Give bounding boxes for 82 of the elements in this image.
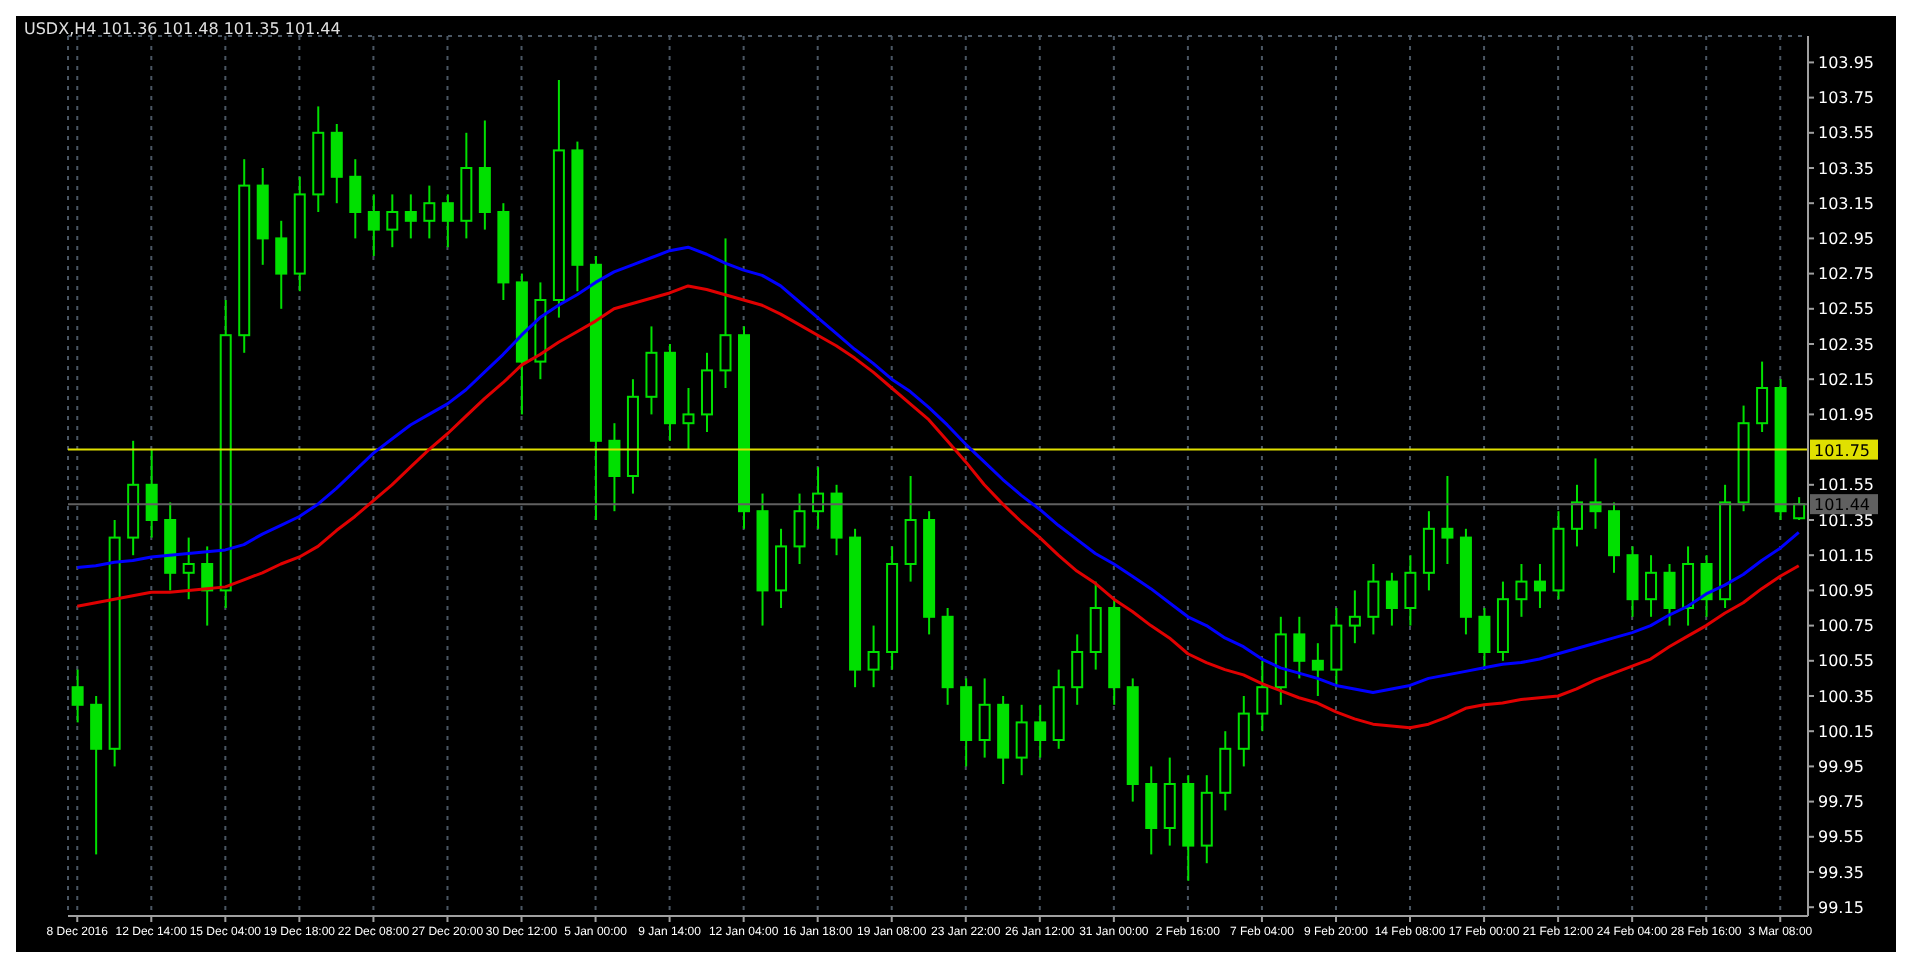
candlestick: [1663, 563, 1676, 627]
candlestick: [71, 668, 84, 724]
y-tick-label: 102.15: [1818, 370, 1874, 389]
candlestick: [423, 184, 436, 240]
candlestick: [1700, 554, 1713, 618]
candlestick: [1422, 510, 1435, 592]
candlestick: [404, 193, 417, 240]
candlestick: [1626, 545, 1639, 618]
y-tick-label: 99.15: [1818, 898, 1864, 917]
candlestick: [1256, 659, 1269, 733]
candlestick: [1311, 642, 1324, 697]
candlestick: [1367, 563, 1380, 636]
y-tick-label: 100.15: [1818, 722, 1874, 741]
candlestick: [1441, 475, 1454, 565]
y-tick-label: 102.75: [1818, 265, 1874, 284]
y-tick-label: 101.35: [1818, 511, 1874, 530]
y-tick-label: 103.75: [1818, 89, 1874, 108]
y-tick-label: 103.95: [1818, 54, 1874, 73]
y-tick-label: 100.75: [1818, 617, 1874, 636]
candlestick: [330, 123, 343, 205]
chart-title: USDX,H4 101.36 101.48 101.35 101.44: [24, 20, 341, 38]
candlestick: [719, 237, 732, 389]
line-series: [75, 284, 1801, 730]
candlestick: [367, 193, 380, 257]
y-tick-label: 100.35: [1818, 687, 1874, 706]
candlestick: [1533, 563, 1546, 609]
candlestick: [478, 119, 491, 231]
y-tick-label: 101.95: [1818, 406, 1874, 425]
line-series: [75, 245, 1801, 694]
candlestick: [386, 193, 399, 249]
y-tick-label: 102.35: [1818, 335, 1874, 354]
candlestick: [1034, 703, 1047, 759]
candlestick: [275, 219, 288, 310]
candlestick: [1219, 730, 1232, 812]
candlestick: [1145, 765, 1158, 856]
candlestick: [904, 475, 917, 583]
candlestick: [90, 695, 103, 856]
y-tick-label: 103.55: [1818, 124, 1874, 143]
candlestick: [1237, 695, 1250, 768]
y-tick-label: 102.55: [1818, 300, 1874, 319]
candlestick: [645, 325, 658, 416]
candlestick: [145, 448, 158, 539]
y-tick-label: 99.75: [1818, 793, 1864, 812]
candlestick: [1348, 589, 1361, 645]
candlestick: [1293, 615, 1306, 680]
candlestick: [182, 536, 195, 601]
y-tick-label: 101.15: [1818, 546, 1874, 565]
ref-line-label: 101.75: [1814, 441, 1870, 460]
y-tick-label: 100.55: [1818, 652, 1874, 671]
y-tick-label: 103.15: [1818, 194, 1874, 213]
candlestick: [1645, 554, 1658, 618]
candlestick: [682, 387, 695, 451]
candlestick: [1404, 554, 1417, 627]
candlestick: [1570, 483, 1583, 548]
candlestick: [867, 624, 880, 689]
candlestick: [441, 193, 454, 249]
y-tick-label: 100.95: [1818, 582, 1874, 601]
candlestick: [1330, 607, 1343, 689]
candlestick: [793, 492, 806, 565]
y-tick-label: 101.55: [1818, 476, 1874, 495]
candlestick: [1478, 607, 1491, 671]
candlestick: [830, 483, 843, 557]
candlestick: [1682, 545, 1695, 627]
candlestick: [608, 422, 621, 513]
candlestick: [775, 527, 788, 609]
candlestick: [1608, 501, 1621, 574]
candlestick: [349, 158, 362, 240]
y-tick-label: 99.55: [1818, 828, 1864, 847]
candlestick: [1163, 756, 1176, 847]
ref-line-label: 101.44: [1814, 496, 1870, 515]
y-tick-label: 103.35: [1818, 159, 1874, 178]
candlestick: [1756, 360, 1769, 433]
candlestick: [1071, 633, 1084, 706]
y-tick-label: 102.95: [1818, 230, 1874, 249]
candlestick: [1515, 563, 1528, 618]
y-tick-label: 99.35: [1818, 863, 1864, 882]
candlestick: [700, 351, 713, 433]
candlestick: [978, 677, 991, 759]
candlestick: [1089, 580, 1102, 671]
y-tick-label: 99.95: [1818, 758, 1864, 777]
candlestick: [1385, 571, 1398, 627]
candlestick: [1015, 703, 1028, 777]
